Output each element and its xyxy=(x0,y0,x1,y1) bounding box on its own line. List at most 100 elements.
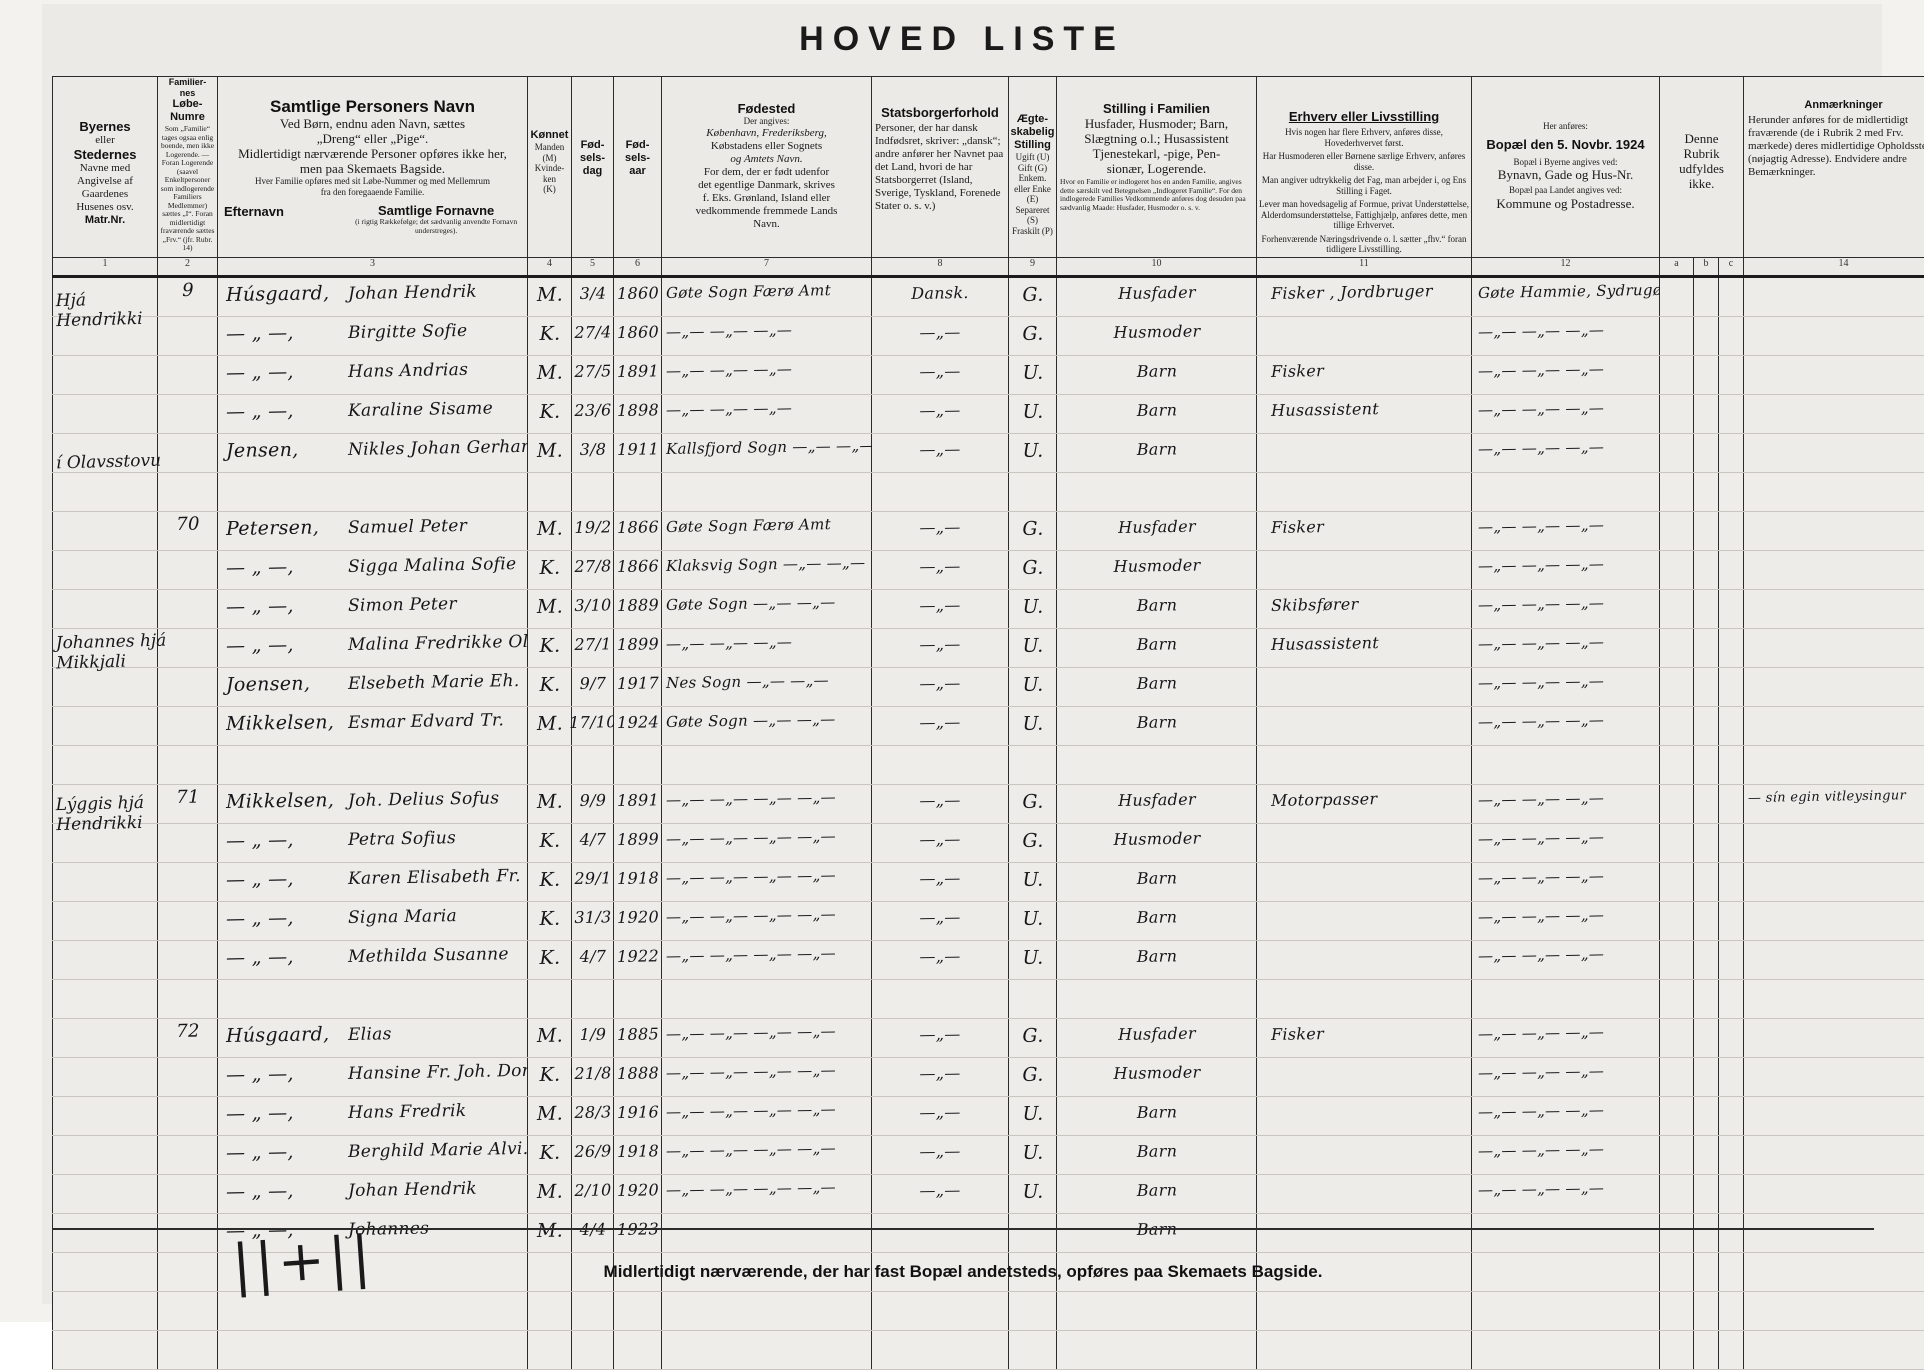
name-cell[interactable] xyxy=(218,1292,528,1331)
rubric-13b-cell[interactable] xyxy=(1694,902,1719,941)
marital-status-cell[interactable]: U. xyxy=(1009,395,1057,434)
birthplace-cell[interactable]: —„— —„— —„— xyxy=(662,629,872,668)
rubric-13a-cell[interactable] xyxy=(1660,356,1694,395)
famno-cell[interactable] xyxy=(53,473,158,512)
rubric-13a-cell[interactable] xyxy=(1660,1058,1694,1097)
marital-status-cell[interactable] xyxy=(1009,1214,1057,1253)
place-cell[interactable] xyxy=(53,1214,158,1253)
citizenship-cell[interactable] xyxy=(872,473,1009,512)
remarks-cell[interactable] xyxy=(1744,707,1924,746)
remarks-cell[interactable] xyxy=(1744,590,1924,629)
famno-cell[interactable] xyxy=(53,1292,158,1331)
name-cell[interactable]: — „ —,Methilda Susanne xyxy=(218,941,528,980)
r13c[interactable] xyxy=(1719,980,1744,1019)
sex-cell[interactable] xyxy=(528,980,572,1019)
rubric-13a-cell[interactable] xyxy=(1660,1136,1694,1175)
marital-status-cell[interactable]: U. xyxy=(1009,668,1057,707)
marital-status-cell[interactable]: U. xyxy=(1009,941,1057,980)
remarks-cell[interactable]: — sín egin vitleysingur xyxy=(1744,785,1924,824)
famno-cell[interactable] xyxy=(53,746,158,785)
name-cell[interactable]: — „ —,Petra Sofius xyxy=(218,824,528,863)
residence-cell[interactable] xyxy=(1472,1331,1660,1370)
residence-cell[interactable]: —„— —„— —„— xyxy=(1472,1019,1660,1058)
sex-cell[interactable]: M. xyxy=(528,1019,572,1058)
name-cell[interactable]: — „ —,Birgitte Sofie xyxy=(218,317,528,356)
sex-cell[interactable]: K. xyxy=(528,395,572,434)
residence-cell[interactable]: —„— —„— —„— xyxy=(1472,1136,1660,1175)
birth-day-cell[interactable]: 27/5 xyxy=(572,356,614,395)
rubric-13b-cell[interactable] xyxy=(1694,1214,1719,1253)
marital-status-cell[interactable]: G. xyxy=(1009,785,1057,824)
birthplace-cell[interactable]: —„— —„— —„— —„— xyxy=(662,785,872,824)
sex-cell[interactable]: M. xyxy=(528,707,572,746)
birthplace-cell[interactable] xyxy=(662,1214,872,1253)
family-position-cell[interactable]: Barn xyxy=(1057,941,1257,980)
place-cell[interactable] xyxy=(53,1058,158,1097)
family-number-cell[interactable] xyxy=(158,707,218,746)
occupation-cell[interactable] xyxy=(1257,434,1472,473)
sex-cell[interactable]: M. xyxy=(528,356,572,395)
residence-cell[interactable]: —„— —„— —„— xyxy=(1472,824,1660,863)
rubric-13c-cell[interactable] xyxy=(1719,395,1744,434)
place-cell[interactable] xyxy=(53,395,158,434)
place-cell[interactable] xyxy=(53,902,158,941)
family-position-cell[interactable]: Husmoder xyxy=(1057,1058,1257,1097)
sex-cell[interactable]: K. xyxy=(528,1058,572,1097)
name-cell[interactable]: — „ —,Sigga Malina Sofie xyxy=(218,551,528,590)
birthplace-cell[interactable]: —„— —„— —„— —„— xyxy=(662,1019,872,1058)
bday-cell[interactable] xyxy=(572,980,614,1019)
remarks-cell[interactable] xyxy=(1744,317,1924,356)
birthplace-cell[interactable]: Gøte Sogn Færø Amt xyxy=(662,512,872,551)
rubric-13c-cell[interactable] xyxy=(1719,590,1744,629)
family-number-cell[interactable] xyxy=(158,1136,218,1175)
family-position-cell[interactable]: Barn xyxy=(1057,629,1257,668)
remarks-cell[interactable] xyxy=(1744,1019,1924,1058)
remarks-cell[interactable] xyxy=(1744,902,1924,941)
sex-cell[interactable]: K. xyxy=(528,1136,572,1175)
rubric-13b-cell[interactable] xyxy=(1694,707,1719,746)
rubric-13b-cell[interactable] xyxy=(1694,785,1719,824)
famno-cell[interactable] xyxy=(53,1331,158,1370)
marital-status-cell[interactable]: U. xyxy=(1009,707,1057,746)
marital-status-cell[interactable]: G. xyxy=(1009,824,1057,863)
name-cell[interactable]: — „ —,Johan Hendrik xyxy=(218,1175,528,1214)
rubric-13b-cell[interactable] xyxy=(1694,863,1719,902)
birth-day-cell[interactable]: 3/10 xyxy=(572,590,614,629)
bday-cell[interactable] xyxy=(572,1331,614,1370)
name-cell[interactable]: — „ —,Berghild Marie Alvi. xyxy=(218,1136,528,1175)
rubric-13a-cell[interactable] xyxy=(1660,629,1694,668)
birth-year-cell[interactable]: 1888 xyxy=(614,1058,662,1097)
place-cell[interactable] xyxy=(53,1097,158,1136)
occupation-cell[interactable]: Husassistent xyxy=(1257,395,1472,434)
remarks-cell[interactable] xyxy=(1744,863,1924,902)
birth-year-cell[interactable]: 1889 xyxy=(614,590,662,629)
sex-cell[interactable]: K. xyxy=(528,941,572,980)
r13a[interactable] xyxy=(1660,1331,1694,1370)
family-position-cell[interactable]: Barn xyxy=(1057,356,1257,395)
rubric-13b-cell[interactable] xyxy=(1694,356,1719,395)
name-cell[interactable]: — „ —,Karaline Sisame xyxy=(218,395,528,434)
residence-cell[interactable] xyxy=(1472,1214,1660,1253)
rubric-13c-cell[interactable] xyxy=(1719,551,1744,590)
residence-cell[interactable]: —„— —„— —„— xyxy=(1472,317,1660,356)
r13c[interactable] xyxy=(1719,1292,1744,1331)
rubric-13b-cell[interactable] xyxy=(1694,1136,1719,1175)
occupation-cell[interactable] xyxy=(1257,1058,1472,1097)
residence-cell[interactable] xyxy=(1472,980,1660,1019)
r13a[interactable] xyxy=(1660,473,1694,512)
rubric-13c-cell[interactable] xyxy=(1719,1097,1744,1136)
r13b[interactable] xyxy=(1694,473,1719,512)
citizenship-cell[interactable]: —„— xyxy=(872,590,1009,629)
birth-day-cell[interactable]: 4/4 xyxy=(572,1214,614,1253)
marital-status-cell[interactable]: U. xyxy=(1009,863,1057,902)
family-number-cell[interactable]: 7227 xyxy=(158,1019,218,1058)
occupation-cell[interactable] xyxy=(1257,1136,1472,1175)
name-cell[interactable]: — „ —,Signa Maria xyxy=(218,902,528,941)
rubric-13c-cell[interactable] xyxy=(1719,1058,1744,1097)
birth-day-cell[interactable]: 21/8 xyxy=(572,1058,614,1097)
citizenship-cell[interactable] xyxy=(872,746,1009,785)
